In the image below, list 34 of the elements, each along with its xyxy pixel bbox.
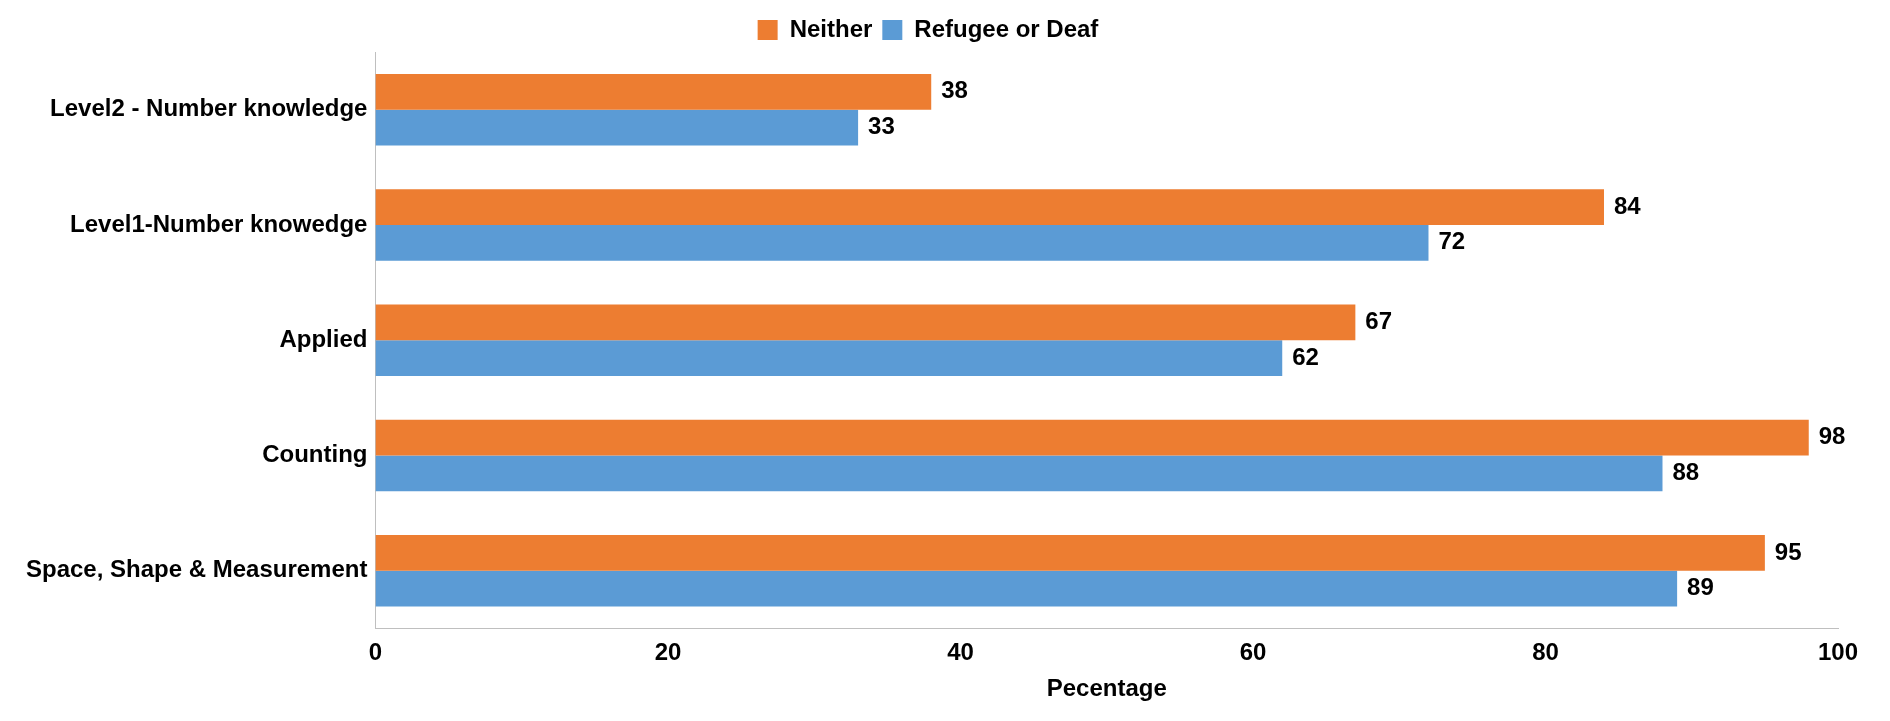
bar (375, 224, 1429, 261)
bar (375, 419, 1809, 456)
bar (375, 535, 1765, 571)
bar (375, 109, 859, 146)
data-label: 95 (1774, 537, 1802, 565)
bar (375, 570, 1678, 607)
data-label: 72 (1438, 227, 1466, 255)
x-tick-label: 0 (368, 638, 383, 666)
data-label: 38 (941, 76, 968, 104)
y-tick-label: Applied (279, 324, 368, 352)
data-label: 33 (868, 112, 895, 140)
y-tick-label: Counting (262, 440, 368, 468)
data-label: 89 (1687, 573, 1714, 601)
y-tick-label: Level1-Number knowedge (70, 209, 368, 237)
x-axis-title: Pecentage (1046, 674, 1167, 702)
data-label: 84 (1613, 191, 1642, 219)
data-label: 67 (1365, 306, 1393, 334)
bar (375, 340, 1283, 376)
bar (375, 73, 932, 110)
bar (375, 189, 1604, 225)
x-tick-label: 20 (654, 638, 682, 666)
legend-label: Neither (789, 14, 873, 42)
data-label: 62 (1292, 342, 1319, 370)
data-label: 98 (1818, 422, 1846, 450)
bar (375, 304, 1356, 341)
y-tick-label: Level2 - Number knowledge (50, 94, 368, 122)
y-tick-label: Space, Shape & Measurement (25, 555, 368, 583)
x-tick-label: 60 (1239, 638, 1267, 666)
x-tick-label: 80 (1532, 638, 1559, 666)
x-tick-label: 100 (1817, 638, 1859, 666)
x-tick-label: 40 (947, 638, 974, 666)
legend-label: Refugee or Deaf (914, 14, 1100, 42)
data-label: 88 (1672, 457, 1700, 485)
bar (375, 455, 1663, 492)
